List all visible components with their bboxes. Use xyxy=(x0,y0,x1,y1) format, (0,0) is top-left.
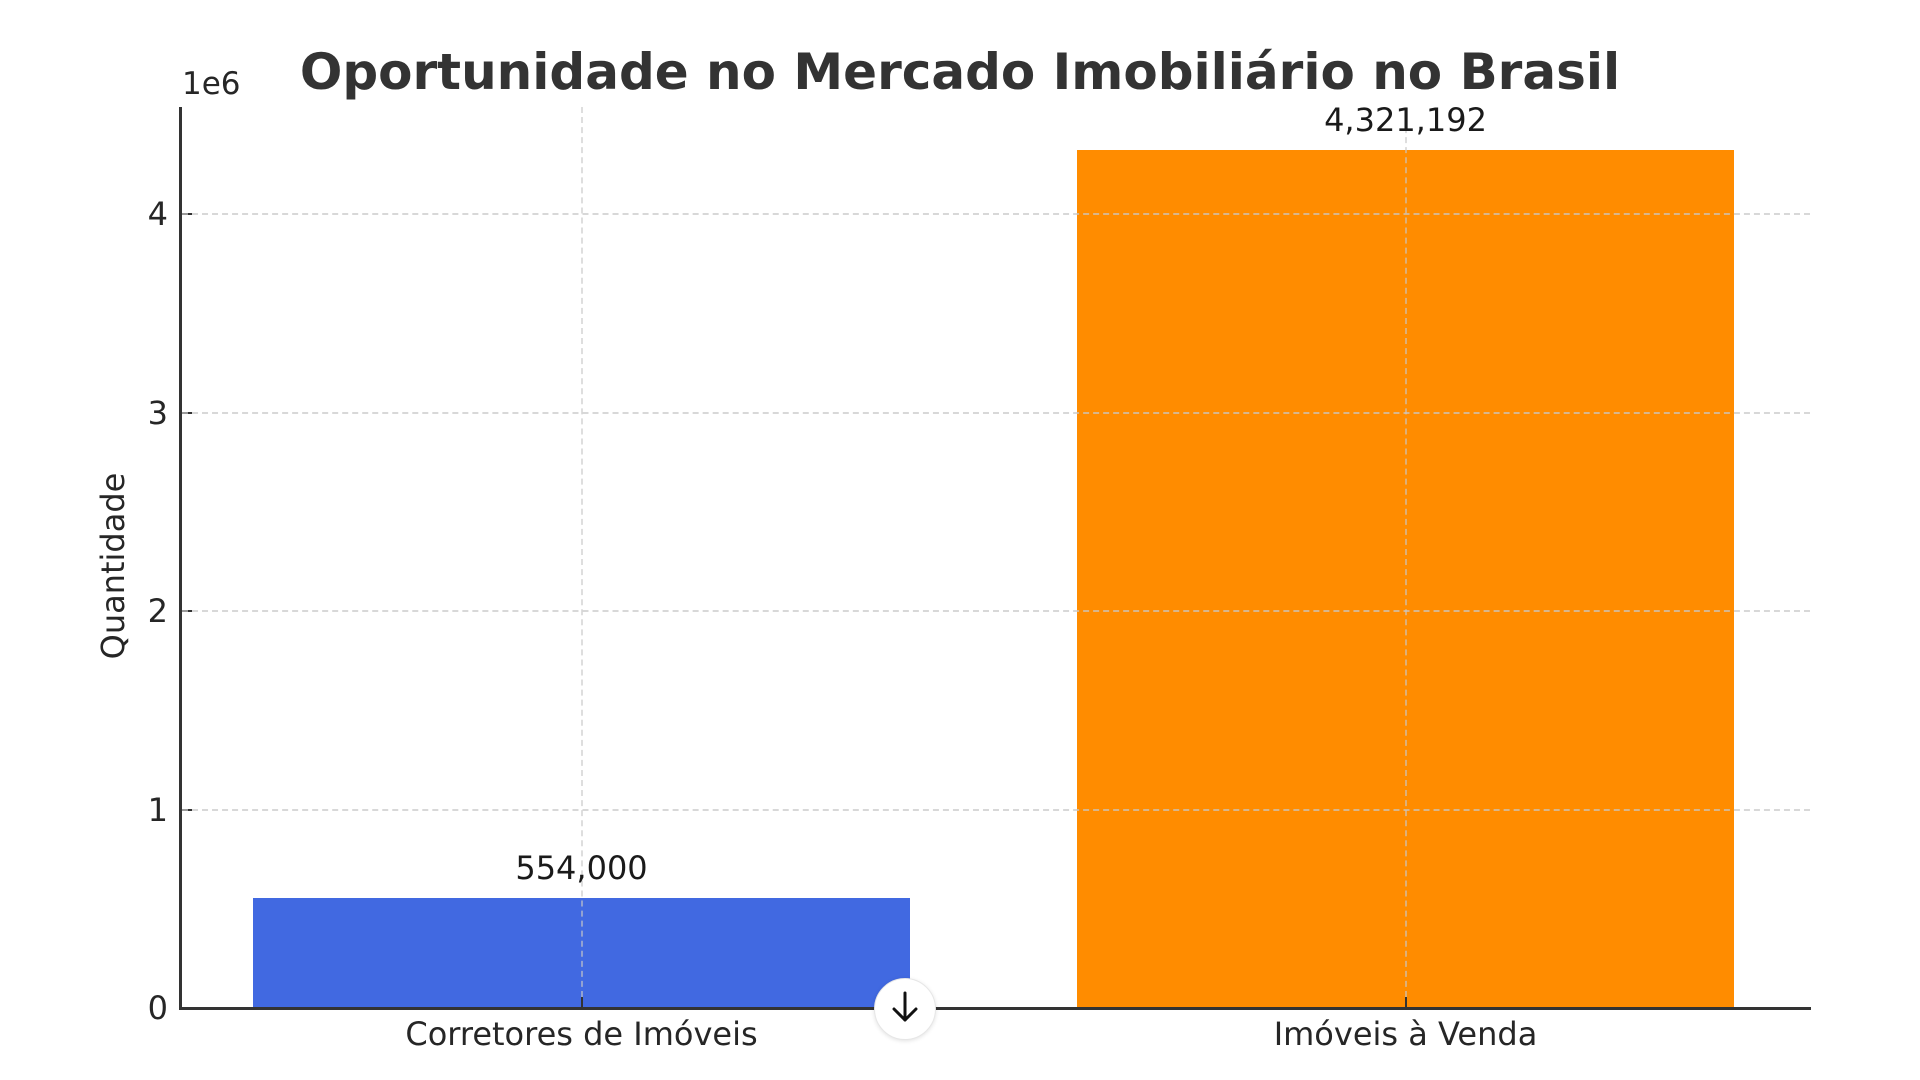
y-axis-label: Quantidade xyxy=(94,472,132,660)
y-tick-label: 2 xyxy=(147,592,168,630)
y-axis-spine xyxy=(179,107,182,1010)
x-tick-label: Corretores de Imóveis xyxy=(405,1015,758,1053)
chart-title: Oportunidade no Mercado Imobiliário no B… xyxy=(299,43,1621,101)
bar-value-label: 4,321,192 xyxy=(1324,101,1487,140)
x-tick-mark xyxy=(1404,997,1407,1007)
x-tick-label: Imóveis à Venda xyxy=(1273,1015,1538,1053)
gridline-horizontal xyxy=(182,213,1810,215)
gridline-horizontal xyxy=(182,610,1810,612)
x-tick-mark xyxy=(580,997,583,1007)
bar-value-label: 554,000 xyxy=(515,849,648,888)
scroll-down-button[interactable] xyxy=(874,978,936,1040)
y-tick-label: 4 xyxy=(147,195,168,233)
gridline-horizontal xyxy=(182,411,1810,414)
gridline-horizontal xyxy=(182,808,1810,811)
y-axis-offset-label: 1e6 xyxy=(182,66,241,102)
y-tick-label: 3 xyxy=(147,393,168,432)
gridline-vertical xyxy=(1404,107,1407,1007)
arrow-down-icon xyxy=(890,990,920,1028)
y-tick-label: 1 xyxy=(147,790,168,829)
x-axis-spine xyxy=(179,1007,1811,1010)
y-tick-label: 0 xyxy=(147,989,168,1027)
gridline-vertical xyxy=(580,107,583,1007)
